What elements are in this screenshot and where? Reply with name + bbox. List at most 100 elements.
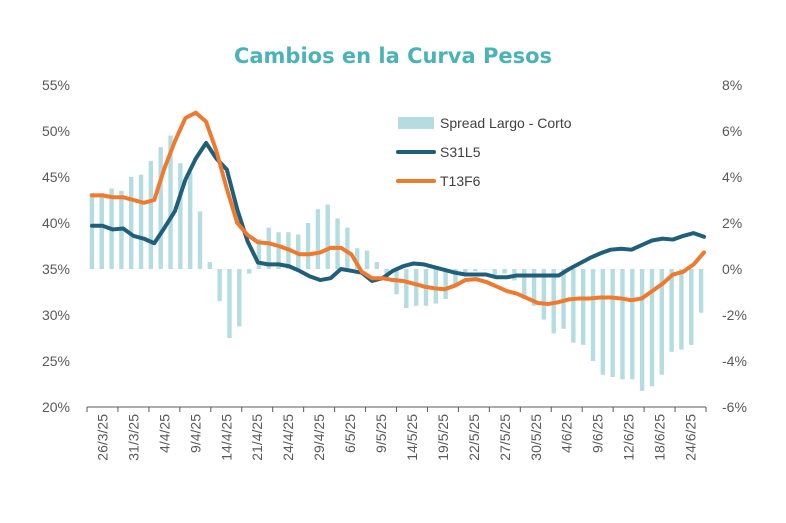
spread-bar: [639, 269, 645, 391]
x-tick-label: 9/4/25: [187, 414, 203, 453]
x-tick-label: 14/4/25: [218, 414, 234, 461]
x-tick-label: 24/6/25: [683, 414, 699, 461]
spread-bar: [492, 269, 497, 276]
spread-bar: [374, 262, 380, 269]
series-line-t13f6: [90, 110, 706, 306]
legend-swatch-bar: [398, 117, 434, 129]
x-tick-label: 19/5/25: [435, 414, 451, 461]
x-tick-label: 4/6/25: [559, 414, 575, 453]
spread-bar: [266, 227, 271, 269]
spread-bar: [129, 177, 134, 269]
spread-bar: [453, 269, 458, 288]
spread-bar: [541, 269, 547, 320]
spread-bar: [354, 248, 360, 269]
y-tick-label: 35%: [42, 261, 70, 277]
x-tick-label: 31/3/25: [125, 414, 141, 461]
legend: Spread Largo - Corto S31L5 T13F6: [396, 115, 572, 189]
spread-bar: [502, 269, 507, 274]
x-tick-label: 22/5/25: [466, 414, 482, 461]
spread-bar: [237, 269, 242, 327]
y2-tick-label: -6%: [722, 399, 747, 415]
spread-bar: [433, 269, 439, 304]
spread-bar: [620, 269, 625, 380]
legend-label: S31L5: [440, 144, 481, 160]
spread-bar: [531, 269, 537, 306]
legend-label: T13F6: [440, 173, 481, 189]
spread-bar: [364, 250, 370, 269]
y-tick-label: 45%: [42, 169, 70, 185]
x-tick-label: 29/4/25: [311, 414, 327, 461]
spread-bar: [315, 209, 321, 269]
bars-layer: [89, 135, 704, 391]
y2-tick-label: 4%: [722, 169, 742, 185]
y2-tick-label: -4%: [722, 353, 747, 369]
spread-bar: [580, 269, 586, 345]
spread-bar: [689, 269, 694, 345]
spread-bar: [630, 269, 635, 380]
spread-bar: [227, 269, 232, 338]
x-tick-label: 4/4/25: [156, 414, 172, 453]
spread-bar: [443, 269, 448, 299]
spread-bar: [472, 269, 478, 272]
spread-bar: [404, 269, 409, 309]
spread-bar: [217, 269, 222, 302]
spread-bar: [256, 239, 262, 269]
spread-bar: [482, 269, 488, 270]
spread-bar: [276, 232, 281, 269]
spread-bar: [571, 269, 576, 343]
y-tick-label: 50%: [42, 123, 70, 139]
x-tick-label: 26/3/25: [94, 414, 110, 461]
spread-bar: [246, 269, 252, 274]
legend-label: Spread Largo - Corto: [440, 115, 572, 131]
x-tick-label: 24/4/25: [280, 414, 296, 461]
axis-layer: 20% 25% 30% 35% 40% 45% 50% 55% -6% -4% -2% 0% 2% 4% 6…: [42, 77, 747, 461]
spread-bar: [325, 204, 330, 269]
spread-bar: [168, 135, 173, 269]
y2-tick-label: 0%: [722, 261, 742, 277]
spread-bar: [99, 193, 104, 269]
x-tick-label: 18/6/25: [652, 414, 668, 461]
y-tick-label: 20%: [42, 399, 70, 415]
spread-bar: [698, 269, 704, 313]
y2-tick-label: 2%: [722, 215, 742, 231]
x-tick-label: 12/6/25: [621, 414, 637, 461]
y-tick-label: 30%: [42, 307, 70, 323]
spread-bar: [335, 218, 340, 269]
spread-bar: [610, 269, 615, 378]
spread-bar: [669, 269, 674, 352]
x-tick-label: 30/5/25: [528, 414, 544, 461]
spread-bar: [89, 193, 95, 269]
series-line-s31l5: [90, 140, 706, 283]
y-tick-label: 55%: [42, 77, 70, 93]
y2-tick-label: 6%: [722, 123, 742, 139]
spread-bar: [178, 163, 183, 269]
spread-bar: [148, 160, 154, 269]
spread-bar: [659, 269, 664, 375]
x-tick-label: 21/4/25: [249, 414, 265, 461]
spread-bar: [649, 269, 655, 387]
spread-bar: [138, 174, 144, 269]
y2-tick-label: 8%: [722, 77, 742, 93]
spread-bar: [679, 269, 684, 350]
x-tick-label: 9/6/25: [590, 414, 606, 453]
spread-bar: [187, 172, 193, 269]
x-tick-label: 14/5/25: [404, 414, 420, 461]
x-tick-label: 9/5/25: [373, 414, 389, 453]
spread-bar: [413, 269, 419, 306]
y-tick-label: 40%: [42, 215, 70, 231]
spread-bar: [197, 211, 203, 269]
y-tick-label: 25%: [42, 353, 70, 369]
spread-bar: [590, 269, 596, 361]
x-tick-label: 27/5/25: [497, 414, 513, 461]
spread-bar: [158, 147, 163, 269]
spread-bar: [522, 269, 527, 299]
lines-layer: [90, 110, 706, 306]
y2-tick-label: -2%: [722, 307, 747, 323]
spread-bar: [463, 269, 468, 276]
spread-bar: [345, 227, 350, 269]
chart-title: Cambios en la Curva Pesos: [233, 44, 553, 68]
spread-bar: [600, 269, 606, 375]
spread-bar: [305, 223, 311, 269]
x-tick-label: 6/5/25: [342, 414, 358, 453]
